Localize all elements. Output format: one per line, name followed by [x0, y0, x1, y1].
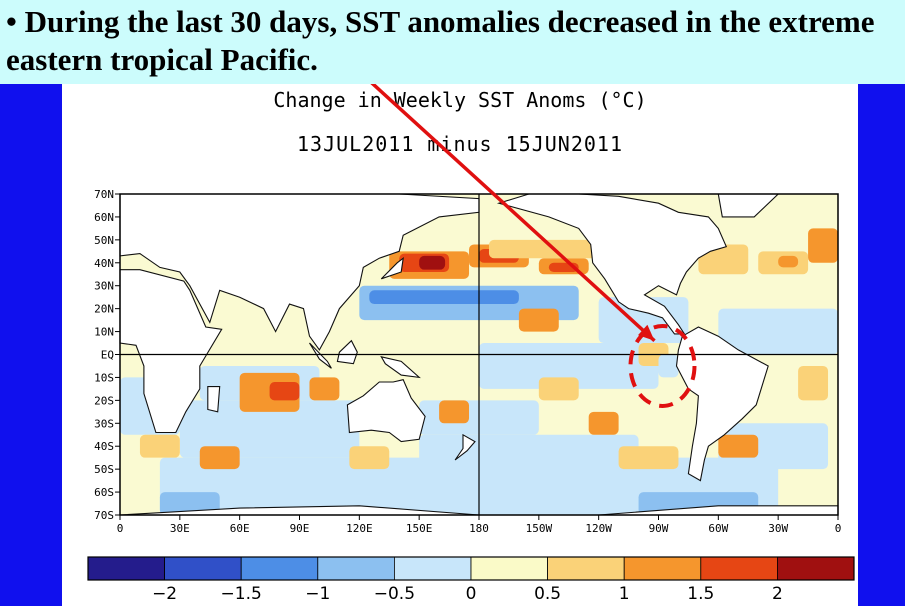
sst-patch-25 [808, 228, 838, 263]
lat-label: 40N [94, 257, 114, 270]
colorbar-label: 1 [619, 584, 630, 604]
lat-label: 30S [94, 417, 114, 430]
sst-patch-32 [798, 365, 829, 401]
lat-label: 10S [94, 371, 114, 384]
landmass-eurasia [119, 193, 480, 351]
right-blue-bar [858, 84, 905, 606]
header-banner: • During the last 30 days, SST anomalies… [0, 0, 905, 84]
lat-label: 70N [94, 188, 114, 201]
colorbar-swatch [777, 556, 855, 581]
landmass-japan [380, 256, 404, 280]
sst-anomaly-map: 70N 60N 50N 40N 30N 20N 10N EQ 10S 20S 30S 40S 50S 60… [94, 84, 842, 535]
lon-label: 60W [708, 522, 728, 535]
landmass-madagascar [207, 386, 221, 413]
sst-patch-23 [778, 255, 799, 268]
lon-label: 90E [290, 522, 310, 535]
sst-patch-37 [518, 308, 559, 332]
lon-label: 90W [649, 522, 669, 535]
sst-patch-5 [369, 290, 519, 305]
sst-patch-40 [658, 354, 679, 378]
lon-label: 0 [835, 522, 842, 535]
lat-label: 20N [94, 303, 114, 316]
sst-patch-1 [179, 400, 360, 458]
lon-label: 60E [230, 522, 250, 535]
lat-label: 70S [94, 509, 114, 522]
annotation-dashed-circle [628, 323, 697, 408]
landmass-borneo [336, 339, 358, 365]
map-subtitle: 13JUL2011 minus 15JUN2011 [296, 132, 624, 156]
lon-label: 120W [585, 522, 612, 535]
lon-label: 150E [406, 522, 433, 535]
sst-patch-27 [269, 382, 300, 401]
colorbar: −2 −1.5 −1 −0.5 0 0.5 1 1.5 2 [62, 544, 858, 606]
sst-patch-31 [718, 434, 759, 458]
sst-patch-28 [309, 377, 340, 401]
colorbar-label: −0.5 [374, 584, 415, 604]
lon-label: 30E [170, 522, 190, 535]
lon-label: 30W [768, 522, 788, 535]
sst-patch-34 [139, 434, 180, 458]
landmass-new-guinea [380, 355, 421, 379]
sst-patch-36 [618, 446, 679, 470]
lon-label: 0 [117, 522, 124, 535]
colorbar-swatch [240, 556, 319, 581]
colorbar-label: 2 [772, 584, 783, 604]
colorbar-label: 0 [466, 584, 477, 604]
colorbar-swatch [393, 556, 472, 581]
lon-label: 120E [346, 522, 373, 535]
header-text: • During the last 30 days, SST anomalies… [6, 4, 875, 77]
sst-patch-2 [419, 434, 639, 493]
sst-patch-12 [159, 492, 220, 515]
sst-patch-24 [698, 244, 749, 275]
lat-label: 60S [94, 486, 114, 499]
landmass-australia [346, 379, 426, 443]
lat-label: 10N [94, 326, 114, 339]
lon-label: 180 [469, 522, 489, 535]
sst-patch-21 [488, 239, 599, 259]
colorbar-label: −1 [305, 584, 330, 604]
annotation-arrow [370, 84, 656, 343]
colorbar-label: −1.5 [221, 584, 262, 604]
colorbar-swatch [623, 556, 702, 581]
lat-label: 20S [94, 394, 114, 407]
landmass-new-zealand [454, 433, 476, 461]
colorbar-svg: −2 −1.5 −1 −0.5 0 0.5 1 1.5 2 [87, 556, 855, 604]
colorbar-label: 0.5 [534, 584, 561, 604]
map-title: Change in Weekly SST Anoms (°C) [273, 88, 647, 112]
annotation-arrowhead [638, 324, 655, 341]
colorbar-swatch [470, 556, 548, 581]
lat-label: EQ [101, 349, 114, 362]
sst-patch-16 [419, 255, 446, 270]
sst-patch-8 [718, 308, 838, 355]
lat-label: 30N [94, 280, 114, 293]
sst-patch-33 [349, 446, 390, 470]
lon-label: 150W [526, 522, 553, 535]
lat-label: 50N [94, 234, 114, 247]
landmass-north-america [496, 193, 728, 335]
sst-patch-35 [199, 446, 240, 470]
lat-label: 50S [94, 463, 114, 476]
colorbar-swatch [547, 556, 625, 581]
colorbar-label: 1.5 [687, 584, 714, 604]
sst-patch-29 [538, 377, 579, 401]
colorbar-swatch [87, 556, 165, 581]
left-blue-bar [0, 84, 62, 606]
sst-map-figure: Change in Weekly SST Anoms (°C) 13JUL201… [62, 84, 858, 544]
landmass-sumatra [309, 342, 332, 369]
colorbar-frame [87, 556, 855, 581]
colorbar-swatch [700, 556, 778, 581]
sst-patch-38 [439, 400, 470, 424]
colorbar-label: −2 [152, 584, 177, 604]
lat-label: 60N [94, 211, 114, 224]
colorbar-swatch [317, 556, 395, 581]
colorbar-swatch [164, 556, 242, 581]
lat-label: 40S [94, 440, 114, 453]
sst-patch-30 [588, 411, 619, 435]
landmass-africa [119, 269, 223, 434]
